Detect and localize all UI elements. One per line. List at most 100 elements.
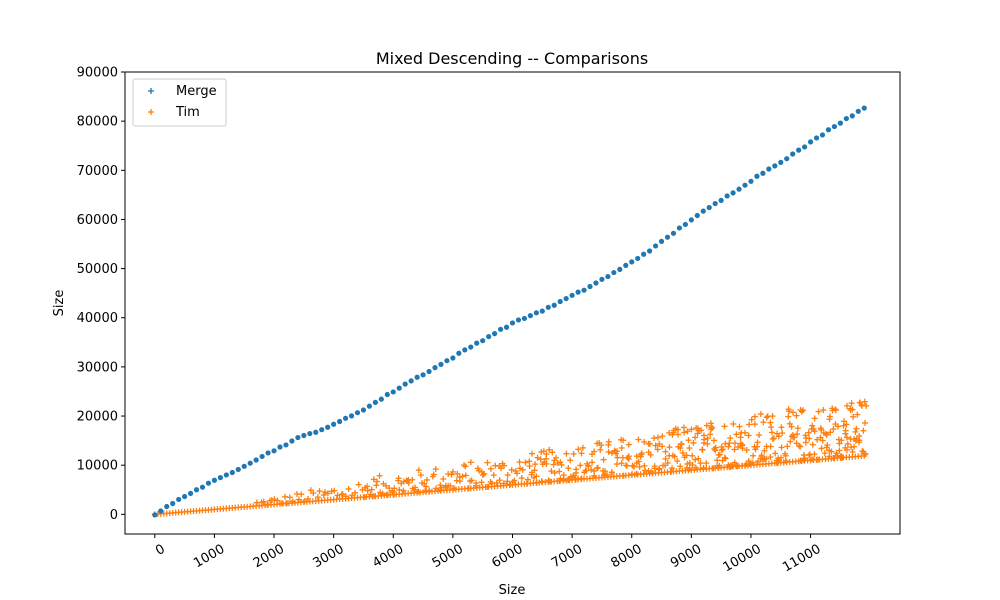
tim-point (429, 473, 436, 480)
tim-point (760, 419, 767, 426)
tim-point (352, 489, 359, 496)
tim-point (321, 489, 328, 496)
tim-point (848, 400, 855, 407)
tim-point (488, 480, 495, 487)
tim-point (526, 463, 533, 470)
tim-point (570, 450, 577, 457)
x-tick-label: 11000 (780, 542, 823, 576)
merge-point (599, 276, 605, 282)
tim-point (748, 416, 755, 423)
tim-point (565, 465, 572, 472)
tim-point (861, 398, 868, 405)
merge-point (581, 287, 587, 293)
tim-point (637, 453, 644, 460)
y-tick-label: 80000 (77, 115, 118, 130)
tim-point (714, 457, 721, 464)
y-tick-label: 90000 (77, 66, 118, 81)
merge-point (509, 320, 516, 326)
tim-point (704, 435, 711, 442)
x-tick-label: 10000 (721, 542, 764, 576)
merge-point (462, 347, 468, 353)
tim-point (761, 447, 768, 454)
merge-point (802, 144, 808, 150)
y-tick-label: 40000 (77, 311, 118, 326)
tim-point (698, 427, 705, 434)
merge-point (647, 248, 653, 254)
tim-point (557, 459, 564, 466)
merge-point (182, 493, 188, 500)
tim-point (591, 448, 598, 455)
tim-point (654, 434, 661, 441)
merge-point (521, 315, 528, 322)
tim-point (537, 456, 544, 463)
tim-point (596, 440, 603, 447)
merge-point (444, 358, 450, 364)
tim-point (768, 424, 775, 431)
merge-point (652, 243, 659, 249)
merge-point (319, 427, 325, 433)
merge-point (551, 302, 557, 308)
tim-point (669, 465, 676, 472)
merge-point (557, 298, 563, 305)
merge-point (688, 217, 694, 223)
merge-point (271, 448, 277, 454)
tim-point (786, 420, 793, 427)
tim-point (782, 452, 789, 459)
tim-point (681, 429, 688, 436)
merge-point (736, 186, 742, 192)
x-tick-label: 8000 (609, 542, 645, 572)
tim-point (757, 411, 764, 418)
y-tick-label: 20000 (77, 410, 118, 425)
merge-point (664, 234, 671, 240)
tim-point (395, 475, 402, 482)
tim-point (736, 423, 743, 430)
tim-point (805, 429, 812, 436)
tim-point (396, 486, 403, 493)
tim-point (793, 412, 800, 419)
tim-point (750, 452, 757, 459)
legend-label: Merge (176, 84, 217, 99)
merge-point (295, 434, 301, 441)
tim-point (286, 494, 293, 501)
tim-point (588, 466, 595, 473)
tim-point (440, 476, 447, 483)
tim-point (690, 439, 697, 446)
tim-point (834, 423, 841, 430)
tim-point (800, 407, 807, 414)
tim-point (432, 466, 439, 473)
tim-point (454, 470, 461, 477)
tim-point (316, 488, 323, 495)
tim-point (683, 452, 690, 459)
tim-point (695, 455, 702, 462)
merge-point (676, 225, 683, 231)
tim-point (721, 454, 728, 461)
tim-point (751, 413, 758, 420)
merge-point (211, 477, 218, 483)
tim-point (423, 483, 430, 490)
tim-point (528, 450, 535, 457)
merge-point (301, 432, 307, 439)
tim-point (733, 431, 740, 438)
merge-point (331, 421, 337, 427)
tim-point (671, 453, 678, 460)
tim-point (703, 422, 710, 429)
tim-point (860, 427, 867, 434)
tim-point (786, 408, 793, 415)
tim-point (791, 434, 798, 441)
merge-point (277, 444, 283, 450)
merge-point (408, 378, 414, 384)
x-tick-label: 7000 (549, 542, 585, 572)
tim-point (775, 433, 782, 440)
tim-point (849, 406, 856, 413)
tim-point (334, 492, 341, 499)
tim-point (677, 463, 684, 470)
tim-point (298, 491, 305, 498)
tim-point (556, 468, 563, 475)
tim-point (635, 458, 642, 465)
tim-point (605, 448, 612, 455)
tim-point (662, 455, 669, 462)
tim-point (635, 436, 642, 443)
tim-point (692, 434, 699, 441)
merge-point (766, 166, 772, 172)
tim-point (487, 465, 494, 472)
